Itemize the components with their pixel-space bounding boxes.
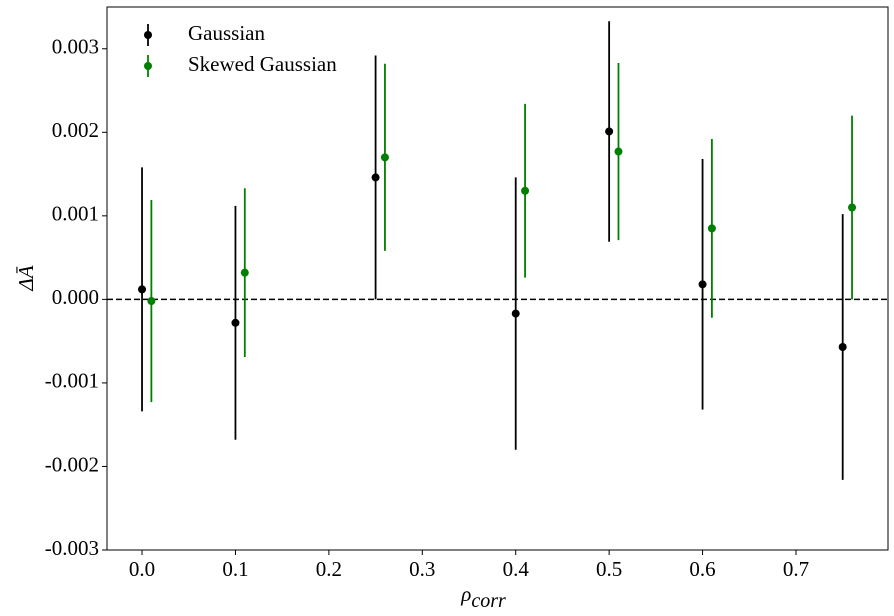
x-axis-label-symbol: ρ xyxy=(460,582,471,606)
y-axis-label: ΔĀ xyxy=(14,265,38,291)
x-tick-label: 0.6 xyxy=(689,557,715,581)
legend-marker xyxy=(144,62,152,70)
data-point xyxy=(240,268,249,277)
y-tick-label: -0.003 xyxy=(45,536,99,560)
data-point xyxy=(698,280,707,289)
x-tick-label: 0.4 xyxy=(503,557,530,581)
x-tick-label: 0.2 xyxy=(316,557,342,581)
x-tick-label: 0.0 xyxy=(129,557,155,581)
y-tick-label: -0.002 xyxy=(45,452,99,476)
legend-marker xyxy=(144,31,152,39)
y-tick-label: 0.000 xyxy=(52,285,99,309)
x-tick-label: 0.3 xyxy=(409,557,435,581)
data-point xyxy=(511,309,520,318)
y-tick-label: 0.003 xyxy=(52,35,99,59)
data-point xyxy=(521,186,530,195)
data-point xyxy=(231,318,240,327)
y-tick-label: 0.001 xyxy=(52,202,99,226)
y-tick-label: -0.001 xyxy=(45,369,99,393)
data-point xyxy=(138,285,147,294)
x-axis-label-subscript: corr xyxy=(471,590,506,612)
legend-label: Gaussian xyxy=(188,21,265,45)
data-point xyxy=(605,127,614,136)
data-point xyxy=(614,147,623,156)
data-point xyxy=(838,343,847,352)
data-point xyxy=(371,173,380,182)
legend-label: Skewed Gaussian xyxy=(188,52,337,76)
x-tick-label: 0.1 xyxy=(222,557,248,581)
x-tick-label: 0.7 xyxy=(783,557,809,581)
data-point xyxy=(707,224,716,233)
plot-frame xyxy=(106,6,889,551)
x-axis-label: ρcorr xyxy=(460,582,506,612)
x-tick-label: 0.5 xyxy=(596,557,622,581)
data-point xyxy=(380,153,389,162)
y-tick-label: 0.002 xyxy=(52,118,99,142)
data-point xyxy=(848,203,857,212)
data-point xyxy=(147,297,156,306)
